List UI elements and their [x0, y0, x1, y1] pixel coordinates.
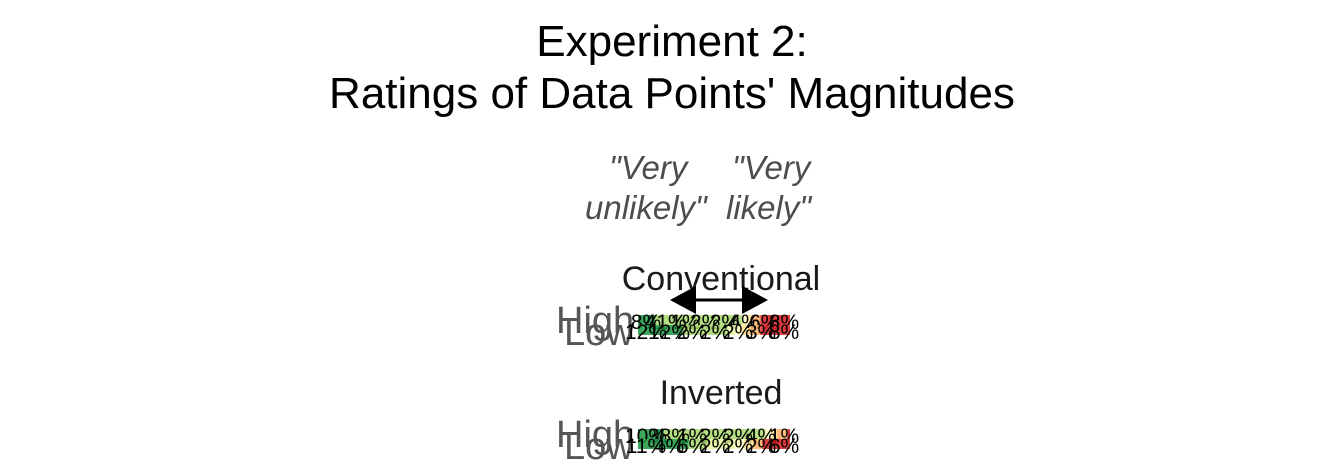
chart-title-line2: Ratings of Data Points' Magnitudes: [329, 69, 1015, 118]
bar-segment: [734, 325, 742, 335]
percent-label: 2%: [723, 435, 753, 458]
scale-anchor-right-line1: "Very: [732, 149, 811, 186]
percent-label: 12%: [625, 321, 667, 344]
bar-segment: [787, 429, 790, 439]
bar-segment: [654, 315, 742, 325]
bar-segment: [707, 439, 735, 449]
bar-segment: [766, 429, 772, 439]
percent-label: 12%: [648, 321, 690, 344]
bar-segment: [776, 429, 788, 439]
bar-segment: [638, 429, 665, 439]
right-arrow-head: [742, 286, 768, 314]
bar-segment: [771, 429, 777, 439]
bar-segment: [638, 325, 683, 335]
bar-segment: [741, 325, 750, 335]
percent-label: 8%: [769, 321, 799, 344]
bar-segment: [773, 315, 790, 325]
percent-label: 6%: [769, 435, 799, 458]
percent-label: 11%: [626, 435, 666, 458]
bar-segment: [688, 439, 708, 449]
percent-label: 2%: [723, 321, 753, 344]
bar-segment: [752, 315, 761, 325]
bar-segment: [753, 439, 763, 449]
percent-label: 2%: [700, 435, 730, 458]
row-label-conventional-high: High: [556, 300, 635, 342]
panel-label-inverted: Inverted: [659, 374, 783, 412]
percent-label: 6%: [677, 435, 707, 458]
scale-anchor-left-line2: unlikely": [585, 189, 707, 226]
bar-segment: [760, 325, 790, 335]
bar-segment: [726, 325, 735, 335]
row-label-inverted-high: High: [556, 414, 635, 456]
bar-segment: [762, 439, 790, 449]
percent-label: 2%: [746, 435, 776, 458]
bar-segment: [749, 325, 761, 335]
bar-segment: [747, 315, 752, 325]
panel-label-conventional: Conventional: [621, 260, 821, 298]
bar-segment: [741, 315, 744, 325]
left-arrow-head: [670, 286, 696, 314]
row-label-inverted-low: Low: [564, 426, 634, 468]
bar-segment: [638, 315, 655, 325]
row-label-conventional-low: Low: [564, 312, 634, 354]
bar-segment: [743, 439, 754, 449]
bar-segment: [682, 325, 727, 335]
percent-label: 4%: [654, 435, 684, 458]
percent-label: 2%: [700, 321, 730, 344]
bar-segment: [763, 429, 767, 439]
scale-anchor-right-line2: likely": [726, 189, 812, 226]
bar-segment: [760, 315, 774, 325]
bar-segment: [638, 439, 689, 449]
percent-label: 3%: [746, 321, 776, 344]
bar-segment: [664, 429, 764, 439]
bar-segment: [734, 439, 744, 449]
chart-title-line1: Experiment 2:: [536, 17, 808, 66]
percent-label: 2%: [677, 321, 707, 344]
bar-segment: [743, 315, 748, 325]
scale-anchor-left-line1: "Very: [609, 149, 688, 186]
